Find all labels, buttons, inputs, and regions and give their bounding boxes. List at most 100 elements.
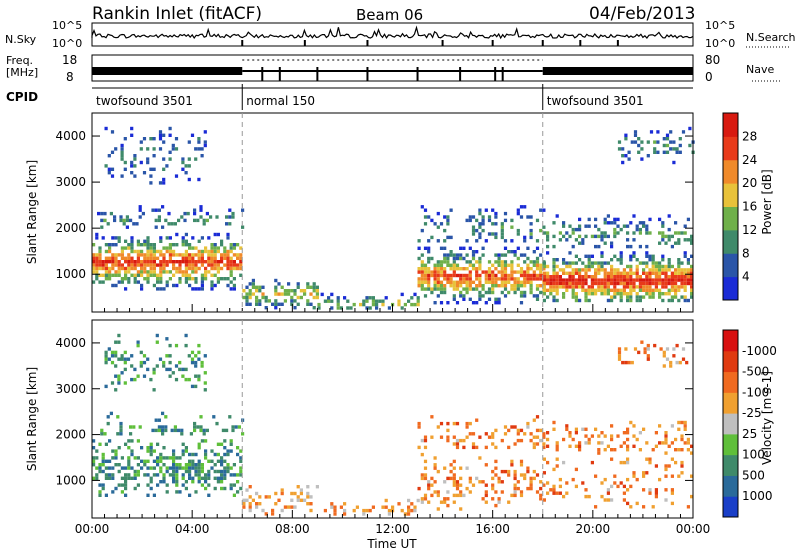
power-cells-cell [683, 285, 687, 289]
power-cells-cell [375, 299, 379, 303]
velocity-cells-cell [152, 459, 156, 463]
power-cells-cell [680, 268, 684, 272]
velocity-cells-cell [539, 480, 543, 484]
power-cells-cell [574, 298, 578, 303]
power-cells-cell [606, 221, 610, 225]
power-cells-cell [542, 292, 546, 296]
power-cells-cell [535, 287, 540, 291]
velocity-cells-cell [194, 384, 198, 389]
velocity-cells-cell [127, 459, 131, 463]
power-cells-cell [497, 284, 501, 288]
power-cells-cell [690, 254, 694, 258]
power-cells-cell [162, 167, 166, 171]
velocity-cells-cell [220, 459, 224, 463]
power-cells-cell [651, 254, 655, 258]
power-cells-cell [665, 150, 670, 154]
velocity-cells-cell [455, 486, 460, 491]
power-cells-cell [135, 222, 139, 226]
velocity-cells-cell [664, 434, 668, 438]
power-cells-cell [384, 296, 388, 300]
power-cells-cell [513, 270, 517, 274]
velocity-cells-cell [194, 490, 198, 494]
power-cells-cell [619, 278, 623, 282]
power-cells-cell [226, 266, 230, 271]
velocity-cells-cell [648, 488, 652, 492]
velocity-cells-cell [149, 480, 153, 484]
power-cells-cell [423, 280, 428, 284]
velocity-cells-cell [127, 456, 131, 460]
velocity-cells-cell [462, 438, 466, 443]
power-cells-cell [232, 243, 236, 247]
power-cells-cell [159, 253, 163, 257]
power-cells-cell [104, 277, 108, 281]
velocity-cells-cell [205, 428, 209, 433]
power-cells-cell [519, 290, 524, 295]
power-cells-cell [232, 246, 236, 250]
power-cells-cell [197, 177, 201, 182]
power-cells-cell [635, 298, 639, 303]
velocity-cells-cell [674, 437, 678, 442]
power-cells-cell [626, 244, 630, 249]
power-cells-cell [245, 295, 249, 300]
power-cells-cell [188, 266, 192, 271]
power-cells-cell [226, 236, 230, 240]
power-cells-cell [558, 278, 562, 282]
power-cells-cell [452, 260, 456, 264]
power-cells-cell [471, 250, 476, 254]
velocity-cells-cell [204, 449, 208, 453]
velocity-cells-cell [129, 432, 133, 436]
velocity-cells-cell [516, 480, 520, 484]
velocity-cells-cell [237, 425, 241, 429]
velocity-cells-cell [664, 451, 668, 455]
power-cells-cell [446, 273, 450, 278]
velocity-cells-cell [123, 350, 127, 355]
power-cells-cell [427, 256, 431, 261]
power-cells-cell [487, 267, 492, 271]
velocity-cells-cell [542, 457, 546, 461]
power-cells-cell [420, 270, 424, 274]
velocity-cells-cell [664, 488, 668, 492]
power-cells-cell [95, 273, 99, 277]
velocity-cells-cell [110, 350, 115, 355]
power-cells-cell [158, 181, 163, 185]
power-cells-cell [315, 285, 319, 289]
power-cells-cell [632, 278, 636, 282]
power-cells-cell [468, 218, 472, 223]
power-cells-cell [555, 278, 559, 282]
velocity-cells-cell [646, 357, 650, 361]
velocity-cells-cell [171, 371, 175, 375]
power-cells-cell [638, 275, 642, 279]
power-cells-cell [603, 241, 607, 245]
velocity-cells-cell [452, 500, 456, 504]
velocity-cells-cell [423, 438, 428, 443]
power-cells-cell [603, 268, 607, 272]
power-cells-cell [635, 275, 639, 279]
power-cells-cell [111, 253, 115, 257]
power-cells-cell [427, 273, 431, 278]
velocity-cells-cell [452, 442, 456, 446]
power-cells-cell [213, 263, 217, 267]
power-cells-cell [216, 232, 220, 237]
velocity-cells-cell [188, 473, 192, 477]
power-cells-cell [232, 283, 236, 288]
power-cells-cell [111, 266, 115, 271]
power-cells-cell [568, 278, 572, 282]
velocity-cells-cell [127, 446, 131, 450]
power-cells-cell [239, 263, 243, 267]
power-cells-cell [487, 218, 492, 223]
power-cells-cell [157, 218, 161, 223]
power-cells-cell [622, 275, 626, 279]
power-cells-cell [523, 273, 527, 278]
power-cells-cell [427, 280, 431, 284]
velocity-cells-cell [117, 381, 121, 385]
power-cells-cell [597, 261, 601, 265]
power-cells-cell [487, 277, 492, 281]
velocity-colorbar-swatch-8 [723, 330, 738, 352]
power-cells-cell [475, 267, 479, 271]
velocity-cells-cell [142, 360, 147, 365]
velocity-cells-cell [651, 505, 655, 509]
power-cells-cell [124, 277, 128, 281]
power-cells-cell [143, 263, 147, 267]
power-cells-cell [500, 273, 504, 278]
